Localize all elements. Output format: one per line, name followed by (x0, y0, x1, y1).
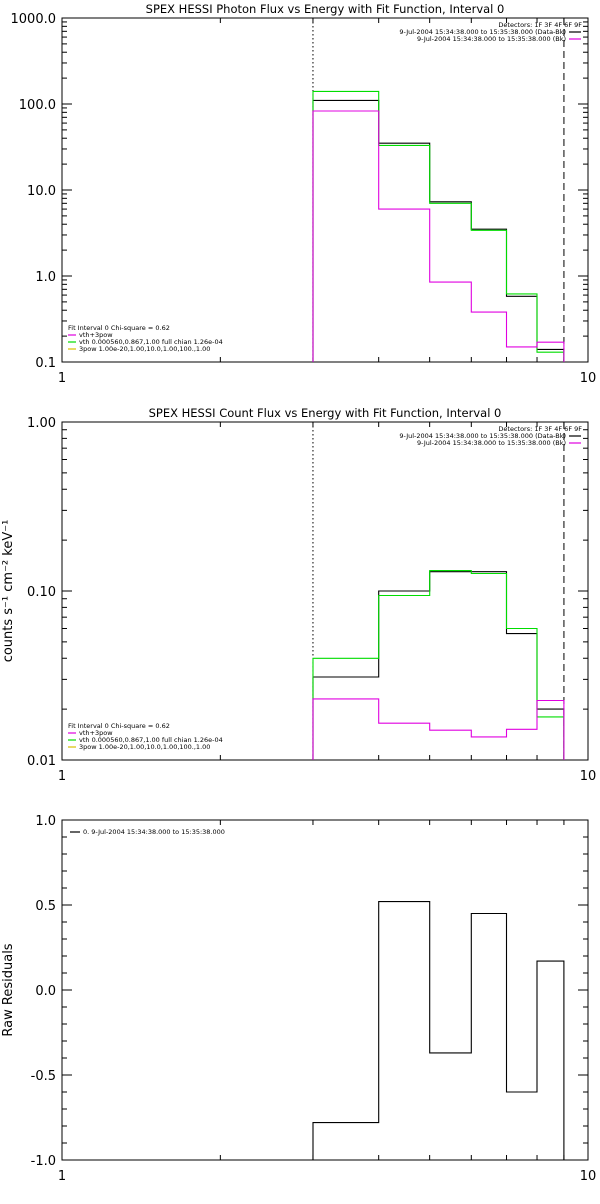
series-bk-histogram (312, 698, 565, 760)
y-tick-label: 0.0 (35, 984, 56, 999)
y-axis-label: Raw Residuals (1, 943, 16, 1036)
y-tick-label: 0.1 (35, 356, 56, 371)
series-3pow-histogram (312, 110, 565, 362)
series-data-histogram (312, 571, 565, 760)
y-tick-label: 0.10 (27, 585, 56, 600)
legend-entry-label: 0. 9-Jul-2004 15:34:38.000 to 15:35:38.0… (83, 828, 225, 836)
y-tick-label: 0.01 (27, 754, 56, 769)
legend-detectors: Detectors: 1F 3F 4F 6F 9F (498, 425, 582, 433)
legend-entry-label: vth+3pow (79, 331, 113, 339)
legend-entry-label: 3pow 1.00e-20,1.00,10.0,1.00,100.,1.00 (79, 743, 210, 751)
y-tick-label: 1.00 (27, 416, 56, 431)
y-tick-label: 1.0 (35, 814, 56, 829)
legend-entry-label: vth 0.000560,0.867,1.00 full chian 1.26e… (79, 736, 223, 744)
x-tick-label: 1 (58, 769, 66, 784)
series-vth-histogram (312, 90, 565, 362)
chart-1: SPEX HESSI Photon Flux vs Energy with Fi… (11, 2, 597, 386)
chart-3: 1 10 -1.0 -0.5 0.0 0.5 1.0 Raw Residuals 0. 9-Ju… (1, 814, 596, 1184)
series-0--histogram (312, 901, 565, 1160)
y-tick-label: 100.0 (19, 98, 56, 113)
x-tick-label: 10 (580, 1169, 597, 1184)
legend-entry-label: 9-Jul-2004 15:34:38.000 to 15:35:38.000 … (417, 35, 566, 43)
x-tick-label: 10 (580, 769, 597, 784)
legend-bottom: Fit Interval 0 Chi-square = 0.62vth+3pow… (68, 324, 223, 353)
y-tick-label: 10.0 (27, 184, 56, 199)
legend-entry-label: 9-Jul-2004 15:34:38.000 to 15:35:38.000 … (399, 432, 566, 440)
chart-title: SPEX HESSI Count Flux vs Energy with Fit… (149, 406, 502, 420)
chart-2: SPEX HESSI Count Flux vs Energy with Fit… (1, 406, 596, 784)
y-tick-label: 1000.0 (11, 12, 57, 27)
x-tick-label: 1 (58, 371, 66, 386)
legend-entry-label: 3pow 1.00e-20,1.00,10.0,1.00,100.,1.00 (79, 345, 210, 353)
plot-frame (61, 17, 589, 363)
legend-entry-label: 9-Jul-2004 15:34:38.000 to 15:35:38.000 … (399, 28, 566, 36)
legend-entry-label: vth 0.000560,0.867,1.00 full chian 1.26e… (79, 338, 223, 346)
series-data-histogram (312, 99, 565, 362)
legend-top: 0. 9-Jul-2004 15:34:38.000 to 15:35:38.0… (70, 828, 225, 836)
y-axis-label: counts s⁻¹ cm⁻² keV⁻¹ (1, 520, 16, 663)
y-tick-label: 1.0 (35, 270, 56, 285)
y-tick-label: 0.5 (35, 899, 56, 914)
legend-top: Detectors: 1F 3F 4F 6F 9F9-Jul-2004 15:3… (399, 425, 582, 447)
plot-frame (61, 819, 589, 1161)
series-vth-histogram (312, 570, 565, 760)
y-tick-label: -0.5 (31, 1069, 56, 1084)
legend-bottom: Fit Interval 0 Chi-square = 0.62vth+3pow… (68, 722, 223, 751)
y-tick-label: -1.0 (31, 1154, 56, 1169)
legend-fit-header: Fit Interval 0 Chi-square = 0.62 (68, 324, 170, 332)
x-tick-label: 10 (580, 371, 597, 386)
legend-top: Detectors: 1F 3F 4F 6F 9F9-Jul-2004 15:3… (399, 21, 582, 43)
legend-fit-header: Fit Interval 0 Chi-square = 0.62 (68, 722, 170, 730)
legend-entry-label: 9-Jul-2004 15:34:38.000 to 15:35:38.000 … (417, 439, 566, 447)
legend-entry-label: vth+3pow (79, 729, 113, 737)
x-tick-label: 1 (58, 1169, 66, 1184)
legend-detectors: Detectors: 1F 3F 4F 6F 9F (498, 21, 582, 29)
chart-title: SPEX HESSI Photon Flux vs Energy with Fi… (146, 2, 505, 16)
plot-frame (61, 421, 589, 761)
